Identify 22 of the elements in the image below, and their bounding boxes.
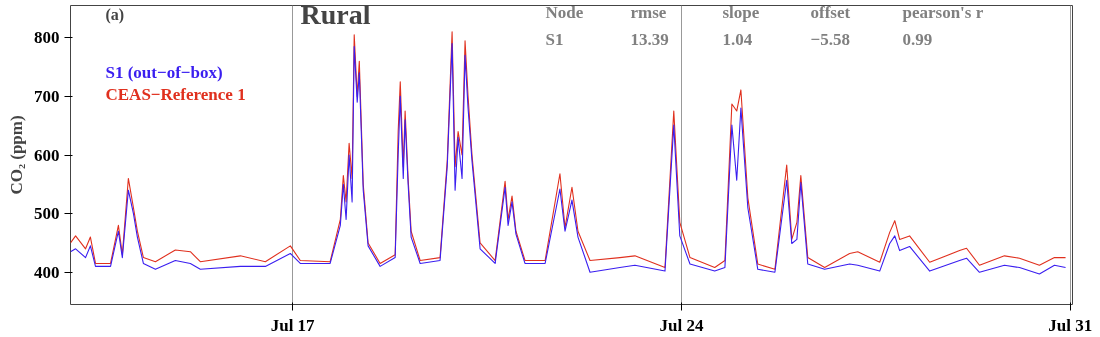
y-tick-label: 600	[34, 145, 60, 165]
annotation: pearson's r	[902, 3, 984, 22]
y-tick-label: 700	[34, 86, 60, 106]
annotation: 1.04	[722, 30, 753, 49]
x-tick-label: Jul 24	[659, 315, 704, 335]
text: S1 (out−of−box)	[105, 63, 223, 82]
annotation: 0.99	[902, 30, 933, 49]
text: CEAS−Reference 1	[105, 85, 246, 104]
annotation: Node	[545, 3, 584, 22]
y-tick-label: 800	[34, 28, 60, 48]
annotation: (a)	[105, 6, 125, 24]
y-tick-label: 500	[34, 204, 60, 224]
y-tick-label: 400	[34, 262, 60, 282]
annotation: S1	[545, 30, 564, 49]
annotation: −5.58	[810, 30, 850, 49]
annotation: offset	[810, 3, 851, 22]
x-tick-label: Jul 31	[1048, 315, 1093, 335]
x-tick-label: Jul 17	[270, 315, 316, 335]
annotation: rmse	[630, 3, 667, 22]
y-axis-title: CO₂ (ppm)	[7, 115, 26, 195]
annotation: 13.39	[630, 30, 669, 49]
annotation: slope	[722, 3, 760, 22]
